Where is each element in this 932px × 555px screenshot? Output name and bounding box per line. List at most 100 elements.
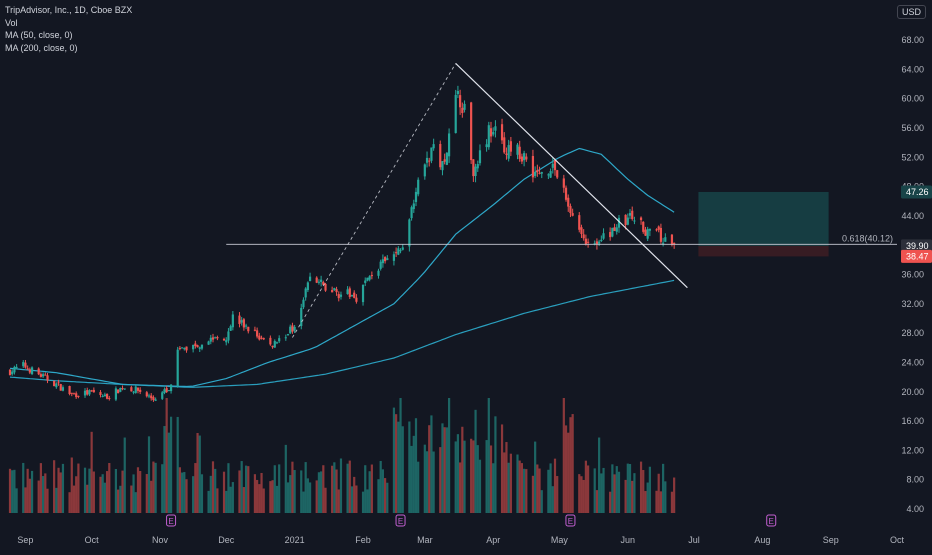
candle-body bbox=[489, 128, 493, 137]
volume-bar bbox=[487, 398, 490, 513]
volume-bar bbox=[408, 421, 411, 513]
volume-bar bbox=[470, 438, 473, 513]
dashed-trend-leg[interactable] bbox=[292, 63, 457, 338]
candle-body bbox=[500, 124, 504, 141]
volume-bar bbox=[22, 462, 25, 513]
volume-bar bbox=[428, 425, 431, 513]
candle-body bbox=[37, 368, 40, 375]
ma50-line[interactable] bbox=[9, 147, 675, 388]
currency-button[interactable]: USD bbox=[896, 5, 926, 19]
volume-bar bbox=[152, 461, 155, 513]
candle-body bbox=[167, 390, 170, 392]
volume-bar bbox=[185, 479, 188, 513]
y-tick-label: 60.00 bbox=[901, 94, 924, 104]
candle-body bbox=[302, 299, 305, 308]
candle-body bbox=[225, 340, 228, 343]
volume-bar bbox=[648, 466, 651, 513]
candle-body bbox=[181, 347, 184, 349]
candle-body bbox=[609, 232, 612, 238]
y-tick-label: 20.00 bbox=[901, 387, 924, 397]
volume-bar bbox=[569, 417, 572, 513]
candle-body bbox=[88, 390, 91, 395]
volume-bar bbox=[381, 469, 384, 513]
candle-body bbox=[99, 392, 102, 396]
candle-body bbox=[397, 248, 400, 255]
candle-body bbox=[525, 156, 528, 160]
volume-bar bbox=[673, 477, 676, 513]
volume-bar bbox=[30, 470, 34, 513]
legend-title[interactable]: TripAdvisor, Inc., 1D, Cboe BZX bbox=[5, 5, 133, 15]
legend-ma200[interactable]: MA (200, close, 0) bbox=[5, 42, 78, 53]
earnings-marker[interactable]: E bbox=[565, 514, 576, 527]
volume-bar bbox=[37, 480, 40, 513]
candle-body bbox=[615, 227, 618, 232]
volume-bar bbox=[176, 416, 179, 513]
candle-body bbox=[331, 290, 334, 293]
target-zone[interactable] bbox=[698, 191, 829, 246]
earnings-marker-label: E bbox=[769, 517, 774, 526]
volume-bar bbox=[222, 471, 226, 513]
candle-body bbox=[595, 241, 599, 245]
candle-body bbox=[92, 389, 95, 393]
volume-bar bbox=[476, 445, 479, 513]
earnings-marker[interactable]: E bbox=[766, 514, 777, 527]
candle-body bbox=[86, 390, 89, 395]
stop-zone[interactable] bbox=[698, 245, 829, 257]
volume-bar bbox=[196, 433, 199, 513]
volume-bar bbox=[386, 482, 389, 513]
price-tag-entry[interactable]: 39.90 bbox=[901, 239, 932, 253]
earnings-marker[interactable]: E bbox=[395, 514, 406, 527]
candle-body bbox=[324, 283, 327, 291]
price-tag-last[interactable]: 38.47 bbox=[901, 249, 932, 263]
candle-body bbox=[379, 261, 382, 269]
candle-body bbox=[571, 213, 574, 216]
volume-bar bbox=[209, 475, 212, 513]
volume-bar bbox=[353, 476, 356, 513]
candle-body bbox=[520, 156, 524, 162]
volume-bar bbox=[308, 482, 312, 513]
candle-body bbox=[134, 386, 137, 393]
volume-bar bbox=[370, 464, 373, 513]
price-tag-target[interactable]: 47.26 bbox=[901, 185, 932, 199]
candle-body bbox=[485, 144, 488, 148]
candle-body bbox=[567, 197, 570, 207]
candle-body bbox=[350, 295, 354, 297]
volume-bar bbox=[443, 427, 446, 513]
volume-bar bbox=[262, 488, 265, 513]
candle-body bbox=[401, 247, 404, 250]
earnings-marker[interactable]: E bbox=[166, 514, 177, 527]
candle-body bbox=[30, 367, 34, 375]
candle-body bbox=[523, 153, 526, 161]
x-tick-label: Aug bbox=[754, 535, 770, 545]
volume-bar bbox=[181, 472, 184, 513]
volume-bar bbox=[379, 460, 382, 513]
candle-body bbox=[61, 387, 65, 391]
x-tick-label: Oct bbox=[890, 535, 905, 545]
volume-bar bbox=[655, 490, 658, 513]
price-tag-box bbox=[901, 249, 932, 263]
candle-body bbox=[44, 374, 47, 376]
candle-body bbox=[192, 344, 195, 350]
volume-bar bbox=[456, 434, 460, 513]
volume-bar bbox=[463, 440, 466, 513]
candle-body bbox=[487, 125, 490, 148]
candle-body bbox=[169, 384, 173, 392]
volume-bar bbox=[154, 462, 157, 513]
trendline[interactable] bbox=[455, 63, 688, 289]
volume-bar bbox=[534, 441, 537, 513]
volume-bar bbox=[284, 444, 287, 513]
legend-volume[interactable]: Vol bbox=[5, 17, 18, 28]
candle-body bbox=[101, 395, 104, 397]
candle-body bbox=[26, 368, 29, 370]
candle-body bbox=[108, 398, 111, 400]
volume-bar bbox=[324, 487, 327, 513]
y-tick-label: 68.00 bbox=[901, 35, 924, 45]
legend-ma50[interactable]: MA (50, close, 0) bbox=[5, 30, 73, 40]
volume-bar bbox=[130, 485, 133, 513]
volume-bar bbox=[556, 476, 559, 513]
volume-bar bbox=[300, 470, 303, 513]
candle-body bbox=[553, 160, 557, 171]
candle-body bbox=[536, 170, 539, 173]
